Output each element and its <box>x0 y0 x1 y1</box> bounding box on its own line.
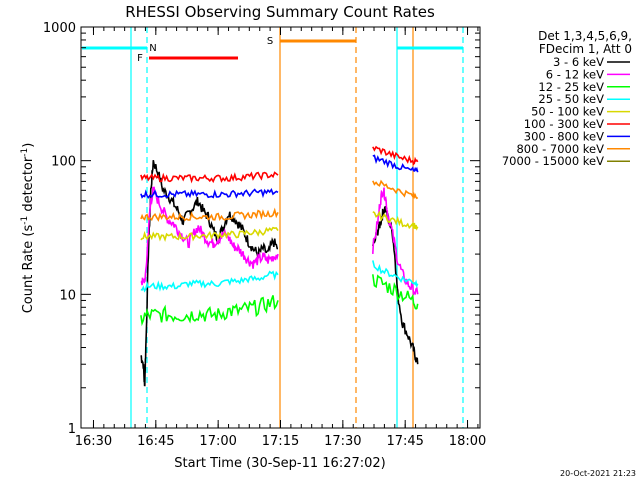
series-line-2 <box>372 274 419 310</box>
flag-f: F <box>137 53 143 64</box>
series-line-1 <box>140 186 279 286</box>
x-tick-label: 17:00 <box>199 434 236 449</box>
legend-label-1: 6 - 12 keV <box>546 67 604 81</box>
legend-label-0: 3 - 6 keV <box>553 55 604 69</box>
series-line-7 <box>372 179 419 200</box>
series-layer <box>140 145 419 387</box>
series-line-1 <box>372 187 419 296</box>
y-axis-label: Count Rate (s-1 detector-1) <box>20 143 36 314</box>
y-axis-label-mid: detector <box>21 156 36 216</box>
y-axis-ticks: 1 10 100 1000 <box>43 21 480 437</box>
series-line-3 <box>372 260 419 289</box>
x-tick-label: 17:45 <box>386 434 423 449</box>
series-line-4 <box>140 226 279 243</box>
legend-label-3: 25 - 50 keV <box>538 92 604 106</box>
y-axis-label-exp2: -1 <box>20 148 30 157</box>
x-tick-label: 16:45 <box>137 434 174 449</box>
x-axis-ticks: 16:30 16:45 17:00 17:15 17:30 17:45 18:00 <box>75 27 486 449</box>
series-line-0 <box>140 160 279 387</box>
legend-header-line2: FDecim 1, Att 0 <box>539 42 632 56</box>
series-line-4 <box>372 210 419 231</box>
footer-date: 20-Oct-2021 21:23 <box>560 469 636 478</box>
legend-label-7: 800 - 7000 keV <box>516 142 604 156</box>
chart-title: RHESSI Observing Summary Count Rates <box>125 3 435 21</box>
series-line-6 <box>372 154 419 173</box>
x-tick-label: 18:00 <box>449 434 486 449</box>
x-tick-label: 17:30 <box>324 434 361 449</box>
series-line-6 <box>140 188 279 199</box>
x-tick-label: 17:15 <box>262 434 299 449</box>
series-line-7 <box>140 207 279 222</box>
legend-label-8: 7000 - 15000 keV <box>502 154 604 168</box>
series-line-3 <box>140 270 279 293</box>
flag-s: S <box>267 36 273 47</box>
y-axis-label-end: ) <box>21 143 36 148</box>
y-tick-label: 100 <box>51 155 76 170</box>
series-line-0 <box>372 205 419 365</box>
series-line-5 <box>372 145 419 166</box>
y-tick-label: 1 <box>68 422 76 437</box>
flags: NF S <box>137 36 273 64</box>
x-tick-label: 16:30 <box>75 434 112 449</box>
x-axis-label: Start Time (30-Sep-11 16:27:02) <box>174 456 385 471</box>
flag-n: N <box>149 43 156 54</box>
y-axis-label-main: Count Rate (s <box>21 225 36 314</box>
legend-label-2: 12 - 25 keV <box>538 80 604 94</box>
series-line-5 <box>140 171 279 184</box>
y-axis-label-exp1: -1 <box>20 216 30 225</box>
y-tick-label: 10 <box>59 288 76 303</box>
legend-label-4: 50 - 100 keV <box>531 105 604 119</box>
legend-label-5: 100 - 300 keV <box>524 117 604 131</box>
y-tick-label: 1000 <box>43 21 76 36</box>
series-line-2 <box>140 295 279 327</box>
legend-header-line1: Det 1,3,4,5,6,9, <box>538 29 632 43</box>
legend: Det 1,3,4,5,6,9, FDecim 1, Att 0 3 - 6 k… <box>502 29 632 168</box>
legend-label-6: 300 - 800 keV <box>524 129 604 143</box>
